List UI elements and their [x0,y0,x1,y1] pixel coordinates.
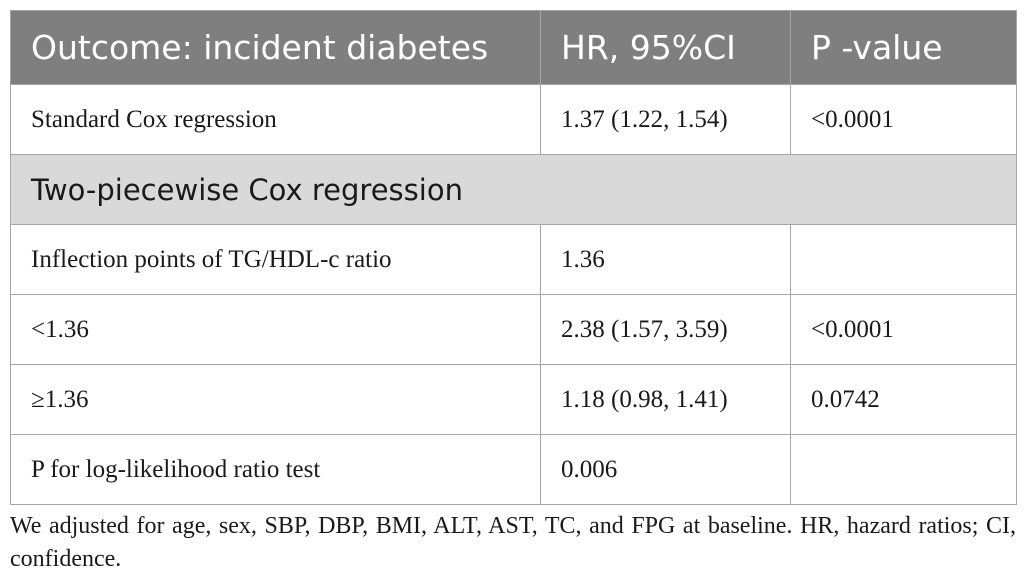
header-p-value: P -value [790,10,1017,85]
table-row: Standard Cox regression 1.37 (1.22, 1.54… [10,84,1017,155]
header-hr-ci: HR, 95%CI [540,10,791,85]
row-hr: 1.37 (1.22, 1.54) [540,84,791,155]
table-section-row: Two-piecewise Cox regression [10,154,1017,225]
table-row: <1.36 2.38 (1.57, 3.59) <0.0001 [10,294,1017,365]
row-p [790,434,1017,505]
row-p [790,224,1017,295]
row-hr: 0.006 [540,434,791,505]
section-label: Two-piecewise Cox regression [10,154,1017,225]
table-row: ≥1.36 1.18 (0.98, 1.41) 0.0742 [10,364,1017,435]
row-label: Standard Cox regression [10,84,541,155]
row-label: P for log-likelihood ratio test [10,434,541,505]
row-hr: 1.18 (0.98, 1.41) [540,364,791,435]
row-label: Inflection points of TG/HDL-c ratio [10,224,541,295]
row-hr: 2.38 (1.57, 3.59) [540,294,791,365]
row-p: <0.0001 [790,294,1017,365]
table-row: Inflection points of TG/HDL-c ratio 1.36 [10,224,1017,295]
table-row: P for log-likelihood ratio test 0.006 [10,434,1017,505]
results-table: Outcome: incident diabetes HR, 95%CI P -… [10,10,1017,505]
table-header-row: Outcome: incident diabetes HR, 95%CI P -… [10,10,1017,85]
row-label: <1.36 [10,294,541,365]
row-hr: 1.36 [540,224,791,295]
row-p: <0.0001 [790,84,1017,155]
table-footnote: We adjusted for age, sex, SBP, DBP, BMI,… [10,513,1016,572]
row-label: ≥1.36 [10,364,541,435]
results-table-container: Outcome: incident diabetes HR, 95%CI P -… [10,10,1017,505]
header-outcome: Outcome: incident diabetes [10,10,541,85]
row-p: 0.0742 [790,364,1017,435]
